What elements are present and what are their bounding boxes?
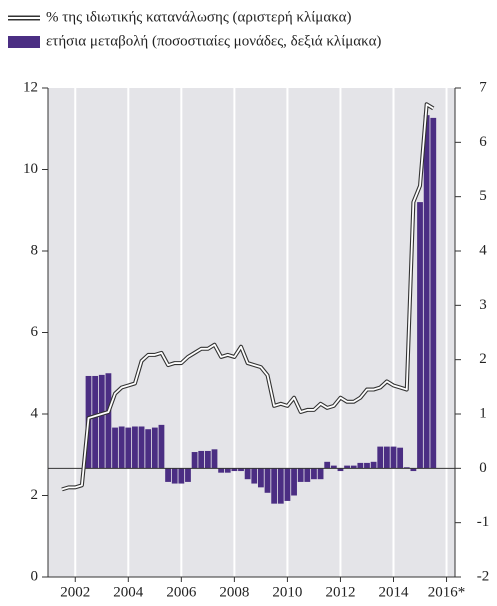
x-tick-label: 2008 [219, 584, 249, 600]
bar [231, 468, 238, 472]
bar [271, 468, 278, 504]
bar [224, 468, 231, 473]
bar [118, 426, 125, 469]
bar [258, 468, 264, 488]
bar [297, 468, 304, 482]
bar [357, 462, 364, 469]
bar [370, 461, 377, 469]
x-tick-label: 2002 [60, 584, 90, 600]
bar [264, 468, 271, 493]
bar [350, 465, 357, 469]
y2-tick-label: 6 [479, 134, 487, 150]
bar [337, 468, 344, 472]
bar [430, 117, 437, 469]
bar [304, 468, 311, 482]
bar [330, 465, 337, 469]
x-tick-label: 2004 [113, 584, 144, 600]
y2-tick-label: 5 [479, 188, 487, 204]
x-tick-label: 2014 [379, 584, 410, 600]
y-tick-label: 10 [23, 161, 38, 177]
y2-tick-label: 7 [479, 79, 487, 95]
x-tick-label: 2012 [325, 584, 355, 600]
bar [191, 452, 198, 469]
bar [410, 468, 417, 472]
bar [324, 461, 331, 469]
bar [112, 427, 118, 469]
bar [185, 468, 191, 482]
bar [417, 202, 423, 469]
bar [138, 426, 145, 469]
bar [132, 426, 138, 469]
y2-tick-label: 4 [479, 242, 487, 258]
legend-label: % της ιδιωτικής κατανάλωσης (αριστερή κλ… [46, 9, 351, 25]
bar [377, 446, 384, 469]
bar [383, 446, 390, 469]
bar [211, 449, 218, 469]
bar [92, 375, 99, 469]
bar [397, 447, 404, 469]
y2-tick-label: -2 [477, 568, 490, 584]
y2-tick-label: 3 [479, 297, 487, 313]
bar [291, 468, 297, 496]
bar [218, 468, 225, 473]
bar [344, 465, 350, 469]
y2-tick-label: 1 [479, 405, 487, 421]
bar [165, 468, 171, 482]
y-tick-label: 4 [31, 405, 39, 421]
bar [311, 468, 317, 480]
bar [423, 115, 430, 469]
bar [390, 446, 397, 469]
y-tick-label: 6 [31, 324, 39, 340]
y2-tick-label: -1 [477, 514, 490, 530]
x-tick-label: 2010 [272, 584, 302, 600]
bar [198, 450, 205, 469]
bar [364, 462, 370, 469]
x-tick-label: 2016* [428, 584, 466, 600]
x-tick-label: 2006 [166, 584, 197, 600]
y2-tick-label: 0 [479, 460, 487, 476]
bar [277, 468, 284, 504]
bar [251, 468, 258, 484]
y-tick-label: 2 [31, 487, 39, 503]
bar [204, 450, 211, 469]
y-tick-label: 12 [23, 79, 38, 95]
bar [145, 429, 152, 469]
bar [284, 468, 291, 501]
bar [125, 427, 132, 469]
y2-tick-label: 2 [479, 351, 487, 367]
plot-area [48, 88, 455, 577]
bar [158, 424, 165, 469]
bar [171, 468, 178, 484]
bar [244, 468, 251, 480]
legend-swatch [8, 36, 40, 48]
bar [151, 427, 158, 469]
y-tick-label: 0 [31, 568, 39, 584]
bar [238, 468, 244, 472]
bar [178, 468, 185, 484]
bar [98, 374, 105, 469]
bar [105, 373, 112, 469]
bar [317, 468, 324, 480]
y-tick-label: 8 [31, 242, 39, 258]
line [61, 103, 434, 491]
bar [403, 467, 410, 469]
legend-label: ετήσια μεταβολή (ποσοστιαίες μονάδες, δε… [46, 33, 381, 49]
